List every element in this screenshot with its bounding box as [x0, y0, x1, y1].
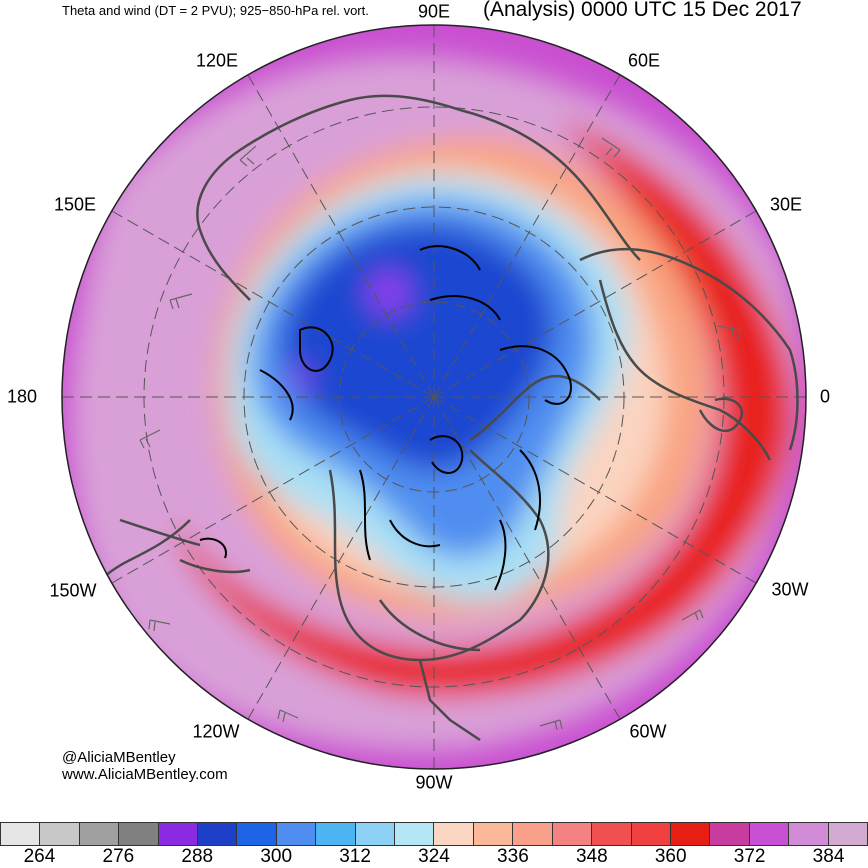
- colorbar-swatch: [710, 822, 750, 846]
- lon-label-150e: 150E: [53, 194, 97, 215]
- colorbar-swatch: [316, 822, 356, 846]
- map-border: [61, 24, 807, 770]
- title-left: Theta and wind (DT = 2 PVU); 925−850-hPa…: [62, 3, 369, 18]
- colorbar-swatch: [749, 822, 790, 846]
- colorbar-swatch: [395, 822, 435, 846]
- colorbar-swatch: [237, 822, 277, 846]
- colorbar-swatch: [513, 822, 553, 846]
- colorbar-swatch: [592, 822, 632, 846]
- purple-cores: [288, 271, 411, 391]
- colorbar-swatch: [40, 822, 80, 846]
- colorbar-tick-label: 360: [654, 846, 687, 867]
- colorbar-labels: 264 276 288 300 312 324 336 348 360 372 384: [0, 846, 868, 867]
- colorbar-swatch: [355, 822, 396, 846]
- colorbar-tick-label: 276: [102, 846, 135, 867]
- colorbar-swatch: [158, 822, 199, 846]
- colorbar-swatch: [828, 822, 868, 846]
- colorbar-swatch: [552, 822, 593, 846]
- colorbar-tick-label: 324: [418, 846, 450, 867]
- lon-label-30w: 30W: [771, 579, 809, 600]
- wind-barbs: [139, 137, 741, 731]
- colorbar-tick-label: 348: [575, 846, 608, 867]
- colorbar-tick-label: 312: [339, 846, 371, 867]
- colorbar-swatch: [276, 822, 317, 846]
- title-right: (Analysis) 0000 UTC 15 Dec 2017: [483, 0, 802, 21]
- credit-site: www.AliciaMBentley.com: [62, 766, 228, 783]
- lon-label-90e: 90E: [417, 1, 451, 22]
- colorbar-tick-label: 300: [260, 846, 293, 867]
- lon-label-90w: 90W: [415, 772, 453, 793]
- lon-label-30e: 30E: [769, 194, 803, 215]
- lon-label-60e: 60E: [627, 50, 661, 71]
- colorbar-tick-label: 384: [812, 846, 845, 867]
- meridian-lines: [62, 25, 806, 769]
- colorbar-swatch: [670, 822, 711, 846]
- lon-label-120w: 120W: [192, 721, 240, 742]
- colorbar-swatch: [631, 822, 671, 846]
- lon-label-180: 180: [6, 386, 38, 407]
- colorbar-tick-label: 336: [497, 846, 529, 867]
- lon-label-150w: 150W: [49, 580, 97, 601]
- colorbar-swatch: [0, 822, 41, 846]
- lon-label-0: 0: [819, 386, 831, 407]
- colorbar-swatch: [198, 822, 238, 846]
- colorbar-swatch: [119, 822, 159, 846]
- coastlines: [89, 94, 799, 742]
- lon-label-120e: 120E: [195, 50, 239, 71]
- deep-blue-region: [281, 224, 555, 471]
- colorbar-swatch: [473, 822, 514, 846]
- colorbar-swatch: [79, 822, 120, 846]
- credit-handle: @AliciaMBentley: [62, 749, 176, 766]
- colorbar-swatch: [789, 822, 829, 846]
- vorticity-contours: [199, 245, 572, 591]
- colorbar: [0, 822, 868, 846]
- colorbar-tick-label: 372: [733, 846, 766, 867]
- polar-map: [61, 24, 807, 770]
- colorbar-tick-label: 264: [23, 846, 56, 867]
- lon-label-60w: 60W: [629, 721, 667, 742]
- colorbar-tick-label: 288: [181, 846, 214, 867]
- colorbar-swatch: [434, 822, 474, 846]
